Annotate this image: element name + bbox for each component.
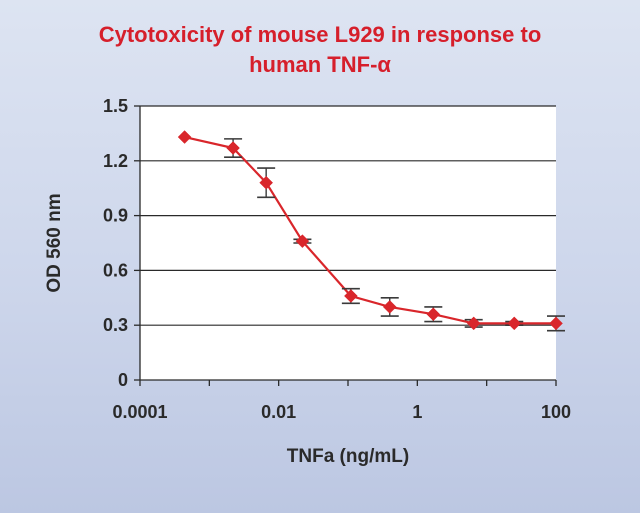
y-tick-labels: 0 0.3 0.6 0.9 1.2 1.5 xyxy=(103,96,128,390)
y-tick-label: 1.2 xyxy=(103,151,128,171)
data-point-marker xyxy=(259,175,274,190)
y-tick-label: 0 xyxy=(118,370,128,390)
y-axis-title: OD 560 nm xyxy=(44,193,65,292)
axes xyxy=(134,105,557,386)
data-point-marker xyxy=(382,300,397,314)
data-point-marker xyxy=(549,316,563,331)
data-point-marker xyxy=(226,141,240,155)
series-line-group xyxy=(184,136,556,325)
y-tick-label: 0.9 xyxy=(103,206,128,226)
series-line xyxy=(184,136,556,325)
data-point-marker xyxy=(177,130,192,144)
data-point-marker xyxy=(426,307,441,322)
chart-title-line1: Cytotoxicity of mouse L929 in response t… xyxy=(98,22,542,47)
x-tick-label: 1 xyxy=(412,402,422,422)
y-tick-label: 1.5 xyxy=(103,96,128,116)
data-point-marker xyxy=(507,316,522,331)
y-tick-label: 0.6 xyxy=(103,260,128,280)
y-tick-label: 0.3 xyxy=(103,315,128,335)
chart-title-line2: human TNF-α xyxy=(249,52,391,77)
data-markers xyxy=(177,130,563,331)
gridlines xyxy=(140,105,556,326)
data-point-marker xyxy=(344,289,358,303)
x-tick-label: 0.0001 xyxy=(112,402,167,422)
x-tick-label: 100 xyxy=(541,402,571,422)
x-axis-title: TNFa (ng/mL) xyxy=(287,446,409,467)
x-tick-labels: 0.0001 0.01 1 100 xyxy=(112,402,571,422)
chart-title: Cytotoxicity of mouse L929 in response t… xyxy=(0,20,640,80)
data-point-marker xyxy=(466,316,481,331)
plot-area xyxy=(140,106,556,380)
data-point-marker xyxy=(295,234,310,249)
x-tick-label: 0.01 xyxy=(261,402,296,422)
